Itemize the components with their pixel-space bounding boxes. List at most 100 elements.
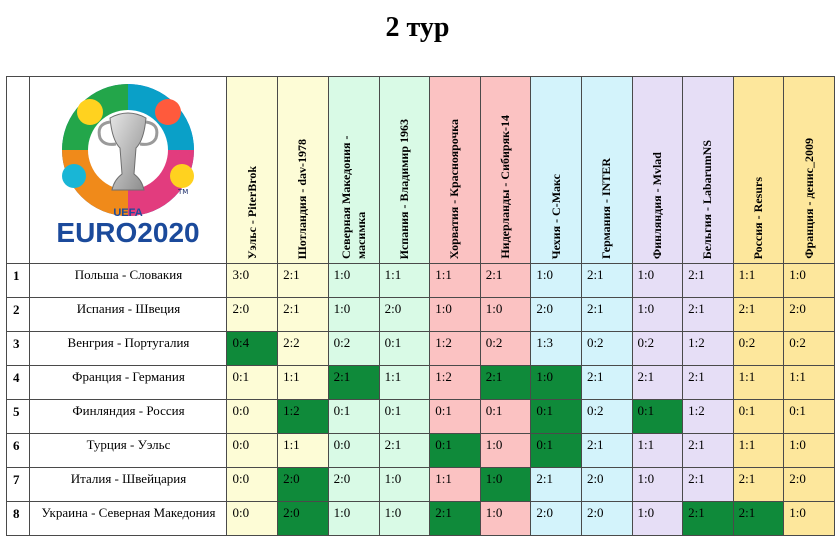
score-cell: 2:1: [732, 297, 785, 332]
euro2020-logo: TM UEFA EURO2020: [29, 76, 228, 264]
score-cell: 1:0: [631, 501, 684, 536]
score-cell: 0:2: [783, 331, 835, 366]
score-cell: 1:0: [783, 501, 835, 536]
score-cell: 2:1: [682, 263, 734, 298]
score-cell: 1:0: [327, 501, 380, 536]
match-name: Украина - Северная Македония: [29, 501, 228, 536]
score-cell: 1:3: [530, 331, 582, 366]
player-column-header: Испания - Владимир 1963: [378, 76, 431, 264]
page-title: 2 тур: [385, 12, 450, 43]
score-cell: 2:0: [530, 297, 582, 332]
score-cell: 1:0: [479, 297, 532, 332]
score-cell: 2:0: [327, 467, 380, 502]
score-cell: 1:0: [479, 433, 532, 468]
score-cell: 1:1: [277, 365, 329, 400]
player-label: Чехия - С-Макс: [548, 173, 563, 259]
score-cell: 1:0: [327, 297, 380, 332]
score-cell: 2:0: [226, 297, 279, 332]
score-cell: 0:1: [378, 399, 431, 434]
player-column-header: Хорватия - Красноярочка: [429, 76, 481, 264]
score-cell: 2:1: [580, 297, 633, 332]
match-row: 4 Франция - Германия 0:1 1:1 2:1 1:1 1:2 2:1 1:0…: [5, 365, 835, 400]
match-name: Турция - Уэльс: [29, 433, 228, 468]
score-cell: 1:1: [429, 263, 481, 298]
player-label: Франция - денис_2009: [801, 138, 816, 259]
score-cell: 0:2: [580, 331, 633, 366]
player-label: Испания - Владимир 1963: [396, 118, 411, 259]
match-name: Польша - Словакия: [29, 263, 228, 298]
score-cell: 2:1: [682, 297, 734, 332]
score-cell: 0:0: [226, 467, 279, 502]
score-cell: 2:1: [327, 365, 380, 400]
score-cell: 2:1: [732, 467, 785, 502]
score-cell: 0:1: [530, 399, 582, 434]
svg-text:EURO2020: EURO2020: [57, 217, 200, 248]
score-cell: 1:1: [732, 433, 785, 468]
corner-cell: [5, 76, 31, 264]
score-cell: 1:0: [783, 263, 835, 298]
score-cell: 1:0: [479, 501, 532, 536]
score-cell: 0:1: [732, 399, 785, 434]
score-cell: 0:2: [732, 331, 785, 366]
player-column-header: Чехия - С-Макс: [530, 76, 582, 264]
player-label: Уэльс - PiterBrok: [244, 165, 259, 259]
match-row: 8 Украина - Северная Македония 0:0 2:0 1:0 1:…: [5, 501, 835, 536]
score-cell: 1:0: [378, 467, 431, 502]
score-cell: 1:1: [378, 365, 431, 400]
header-row: TM UEFA EURO2020 Уэльс - PiterBrok Шотлан…: [5, 76, 835, 264]
score-cell: 2:1: [530, 467, 582, 502]
score-cell: 1:0: [479, 467, 532, 502]
player-label: Россия - Resurs: [750, 176, 765, 259]
score-cell: 2:1: [682, 467, 734, 502]
score-cell: 0:1: [631, 399, 684, 434]
match-row: 1 Польша - Словакия 3:0 2:1 1:0 1:1 1:1 2:1 1:0 2…: [5, 263, 835, 298]
score-cell: 0:4: [226, 331, 279, 366]
score-cell: 1:0: [530, 263, 582, 298]
score-cell: 2:1: [429, 501, 481, 536]
svg-text:UEFA: UEFA: [114, 207, 143, 219]
score-cell: 2:0: [277, 467, 329, 502]
player-column-header: Бельгия - LabarumNS: [682, 76, 734, 264]
score-cell: 1:0: [429, 297, 481, 332]
score-cell: 1:0: [631, 467, 684, 502]
score-cell: 0:1: [226, 365, 279, 400]
score-cell: 0:1: [429, 433, 481, 468]
match-row: 2 Испания - Швеция 2:0 2:1 1:0 2:0 1:0 1:0 2:0 2:…: [5, 297, 835, 332]
score-cell: 0:1: [429, 399, 481, 434]
score-cell: 2:0: [530, 501, 582, 536]
score-cell: 2:0: [580, 501, 633, 536]
score-cell: 1:0: [783, 433, 835, 468]
row-number: 5: [5, 399, 31, 434]
row-number: 7: [5, 467, 31, 502]
match-name: Финляндия - Россия: [29, 399, 228, 434]
score-cell: 2:1: [580, 263, 633, 298]
score-cell: 1:0: [378, 501, 431, 536]
score-cell: 1:1: [783, 365, 835, 400]
svg-text:TM: TM: [177, 188, 188, 196]
row-number: 3: [5, 331, 31, 366]
player-label: Бельгия - LabarumNS: [700, 139, 715, 259]
predictions-table: TM UEFA EURO2020 Уэльс - PiterBrok Шотлан…: [5, 76, 835, 536]
score-cell: 2:0: [378, 297, 431, 332]
row-number: 6: [5, 433, 31, 468]
match-name: Италия - Швейцария: [29, 467, 228, 502]
score-cell: 1:0: [631, 297, 684, 332]
score-cell: 1:2: [277, 399, 329, 434]
score-cell: 2:1: [682, 433, 734, 468]
row-number: 8: [5, 501, 31, 536]
player-column-header: Финляндия - Mvlad: [631, 76, 684, 264]
score-cell: 0:2: [327, 331, 380, 366]
score-cell: 0:1: [327, 399, 380, 434]
score-cell: 3:0: [226, 263, 279, 298]
row-number: 4: [5, 365, 31, 400]
score-cell: 2:1: [732, 501, 785, 536]
score-cell: 2:1: [479, 365, 532, 400]
score-cell: 1:2: [682, 331, 734, 366]
score-cell: 2:0: [580, 467, 633, 502]
player-label: Финляндия - Mvlad: [649, 151, 664, 259]
score-cell: 2:0: [783, 467, 835, 502]
player-column-header: Шотландия - dav-1978: [277, 76, 329, 264]
score-cell: 0:1: [783, 399, 835, 434]
score-cell: 1:2: [429, 365, 481, 400]
score-cell: 1:0: [327, 263, 380, 298]
